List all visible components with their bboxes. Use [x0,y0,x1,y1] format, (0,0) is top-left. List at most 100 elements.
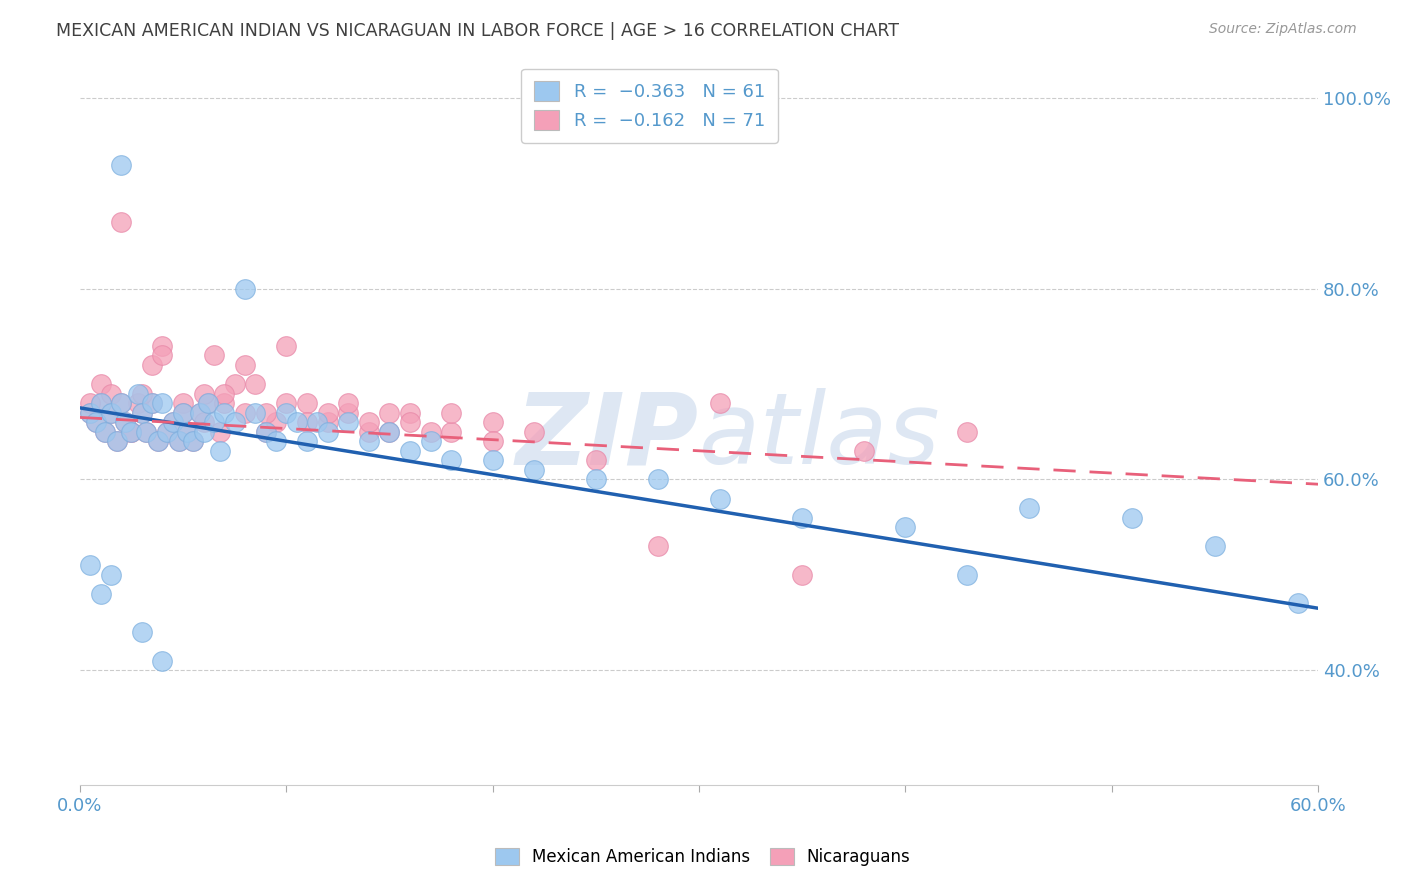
Point [378,425,401,439]
Point [89,396,111,410]
Point [176,425,198,439]
Point [399,406,422,420]
Point [245,377,267,392]
Point [197,396,219,410]
Point [183,434,205,449]
Point [956,425,979,439]
Point [152,348,174,362]
Point [337,415,360,429]
Point [233,358,256,372]
Point [79,406,101,420]
Point [357,425,380,439]
Point [357,415,380,429]
Point [894,520,917,534]
Point [155,425,177,439]
Point [167,434,190,449]
Point [131,406,153,420]
Point [419,425,441,439]
Point [295,434,318,449]
Point [172,406,194,420]
Point [110,396,132,410]
Point [110,215,132,229]
Point [197,396,219,410]
Point [1204,539,1226,553]
Point [276,406,298,420]
Point [254,425,277,439]
Point [419,434,441,449]
Point [172,406,194,420]
Point [86,415,108,429]
Point [792,510,814,524]
Point [956,567,979,582]
Point [481,415,503,429]
Point [214,386,236,401]
Point [709,396,731,410]
Legend: Mexican American Indians, Nicaraguans: Mexican American Indians, Nicaraguans [489,841,917,873]
Point [647,539,669,553]
Point [233,406,256,420]
Point [114,415,136,429]
Point [224,377,246,392]
Point [245,406,267,420]
Point [127,396,149,410]
Point [162,415,184,429]
Point [399,443,422,458]
Point [188,406,211,420]
Point [224,415,246,429]
Point [141,358,163,372]
Point [193,415,215,429]
Point [152,396,174,410]
Point [86,415,108,429]
Text: atlas: atlas [699,388,941,485]
Point [209,443,232,458]
Point [214,396,236,410]
Point [264,415,287,429]
Point [316,415,339,429]
Point [93,425,115,439]
Point [79,406,101,420]
Point [89,396,111,410]
Point [214,406,236,420]
Point [285,415,308,429]
Point [193,386,215,401]
Point [202,415,225,429]
Point [399,415,422,429]
Point [853,443,876,458]
Legend: R =  −0.363   N = 61, R =  −0.162   N = 71: R = −0.363 N = 61, R = −0.162 N = 71 [522,69,778,143]
Point [100,386,122,401]
Point [110,157,132,171]
Point [93,425,115,439]
Point [188,406,211,420]
Point [276,396,298,410]
Point [141,396,163,410]
Point [316,425,339,439]
Point [254,425,277,439]
Point [183,434,205,449]
Point [121,425,143,439]
Point [131,406,153,420]
Point [100,406,122,420]
Point [647,472,669,486]
Point [316,406,339,420]
Point [105,434,128,449]
Point [131,625,153,640]
Point [110,396,132,410]
Point [100,406,122,420]
Point [152,339,174,353]
Point [121,425,143,439]
Text: Source: ZipAtlas.com: Source: ZipAtlas.com [1209,22,1357,37]
Point [135,425,157,439]
Point [89,377,111,392]
Point [233,282,256,296]
Point [254,406,277,420]
Point [378,425,401,439]
Point [202,348,225,362]
Point [114,415,136,429]
Point [141,396,163,410]
Point [121,425,143,439]
Point [295,396,318,410]
Point [378,406,401,420]
Text: MEXICAN AMERICAN INDIAN VS NICARAGUAN IN LABOR FORCE | AGE > 16 CORRELATION CHAR: MEXICAN AMERICAN INDIAN VS NICARAGUAN IN… [56,22,900,40]
Point [440,406,463,420]
Point [481,453,503,467]
